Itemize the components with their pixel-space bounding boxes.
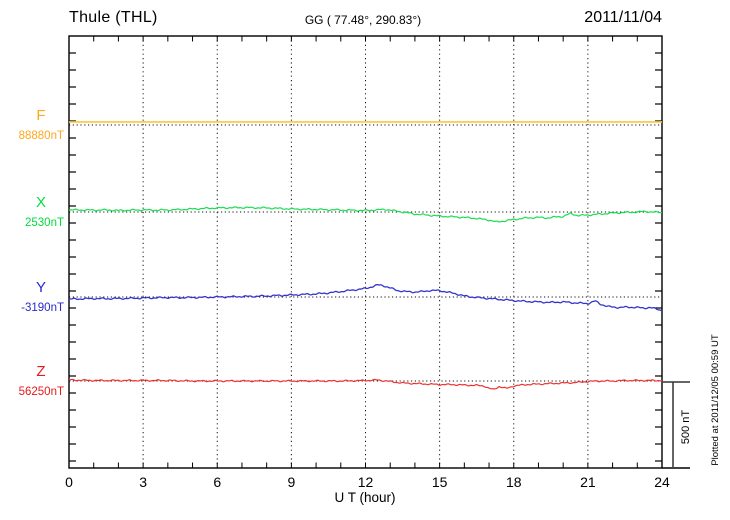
x-tick-label: 3 [139,474,148,490]
series-label-x: X [35,194,46,211]
x-tick-label: 24 [654,474,670,490]
plot-date: 2011/11/04 [584,9,662,26]
x-tick-label: 21 [580,474,596,490]
geographic-coords: GG ( 77.48°, 290.83°) [304,13,422,27]
series-label-z: Z [36,363,46,380]
x-tick-label: 18 [505,474,522,490]
x-axis-label: U T (hour) [334,490,396,505]
series-baseline-y: -3190nT [21,302,64,314]
scale-bar-label: 500 nT [680,409,692,445]
series-baseline-f: 88880nT [18,130,64,142]
series-label-y: Y [35,279,46,296]
x-tick-label: 0 [65,474,73,490]
x-tick-label: 9 [287,474,296,490]
series-baseline-x: 2530nT [24,217,64,229]
series-label-f: F [36,107,46,124]
station-title: Thule (THL) [69,9,158,26]
x-tick-label: 15 [431,474,448,490]
series-baseline-z: 56250nT [18,386,64,398]
x-tick-label: 12 [357,474,374,490]
plotted-timestamp-note: Plotted at 2011/12/05 00:59 UT [710,334,721,466]
x-tick-label: 6 [213,474,222,490]
